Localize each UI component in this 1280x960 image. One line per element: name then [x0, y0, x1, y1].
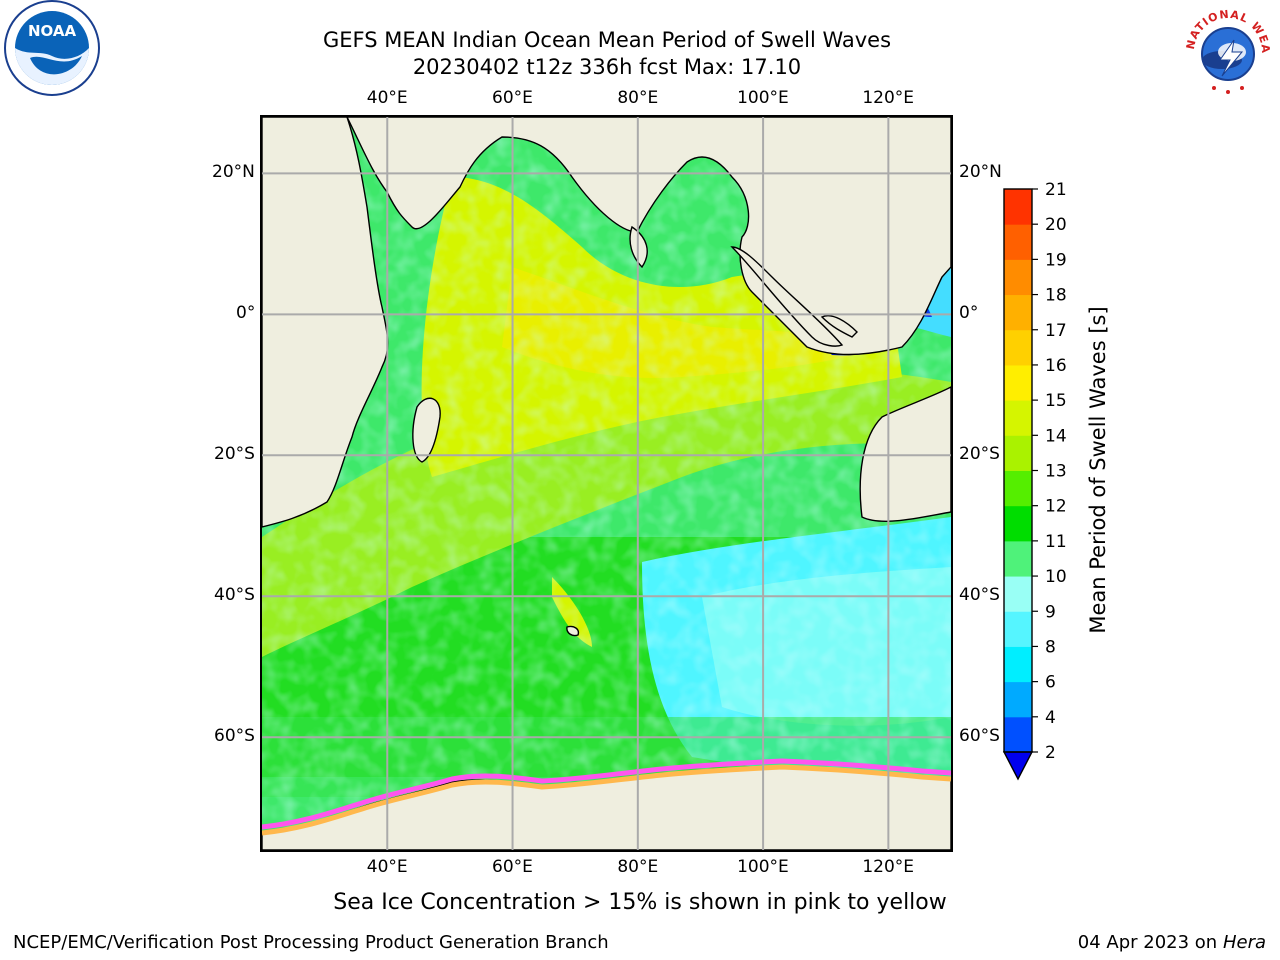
colorbar-cell-15: [1004, 189, 1032, 225]
colorbar-cell-9: [1004, 400, 1032, 436]
gridlines: [262, 117, 951, 850]
colorbar-cell-4: [1004, 576, 1032, 612]
lon-label-top-2: 80°E: [617, 88, 659, 108]
colorbar-tick-label-13: 18: [1045, 286, 1067, 306]
footer-credit: NCEP/EMC/Verification Post Processing Pr…: [13, 932, 609, 953]
colorbar-cell-12: [1004, 294, 1032, 331]
colorbar-cell-2: [1004, 646, 1032, 683]
colorbar-tick-label-10: 15: [1045, 391, 1067, 411]
colorbar-tick-label-14: 19: [1045, 250, 1067, 270]
colorbar-cell-13: [1004, 259, 1032, 296]
colorbar-tick-label-8: 13: [1045, 462, 1067, 482]
footer-date: 04 Apr 2023 on Hera: [1078, 932, 1266, 953]
colorbar-label: Mean Period of Swell Waves [s]: [1086, 306, 1110, 634]
noaa-logo: NOAA: [0, 0, 104, 100]
svg-text:NOAA: NOAA: [28, 22, 77, 40]
colorbar-cell-5: [1004, 540, 1032, 577]
chart-subtitle: 20230402 t12z 336h fcst Max: 17.10: [412, 55, 802, 79]
colorbar-tick-label-7: 12: [1045, 497, 1067, 517]
lon-label-top-4: 120°E: [862, 88, 915, 108]
lon-label-bottom-1: 60°E: [492, 857, 533, 877]
colorbar-tick-label-12: 17: [1045, 321, 1067, 341]
lon-label-bottom-4: 120°E: [862, 857, 915, 877]
lat-label-right-3: 40°S: [959, 585, 1000, 606]
lat-label-right-4: 60°S: [959, 726, 1000, 747]
lat-label-right-0: 20°N: [959, 162, 1002, 183]
lat-label-right-2: 20°S: [959, 444, 1000, 465]
colorbar-tick-label-1: 4: [1045, 708, 1056, 728]
colorbar-tick-label-15: 20: [1045, 215, 1067, 235]
colorbar-tick-label-9: 14: [1045, 426, 1067, 446]
lat-label-right-1: 0°: [959, 303, 979, 324]
colorbar-cell-3: [1004, 611, 1032, 647]
colorbar: 2 4 6 8 9 10 11 12 13 14 15 16 17 18 19 20 21: [1002, 180, 1067, 781]
colorbar-cell-0: [1004, 716, 1032, 753]
lat-label-left-1: 0°: [236, 303, 256, 324]
lon-label-top-0: 40°E: [366, 88, 408, 108]
sea-ice-band: [262, 758, 951, 836]
colorbar-ticks: 2 4 6 8 9 10 11 12 13 14 15 16 17 18 19 20 21: [1032, 180, 1067, 763]
machine-name: Hera: [1222, 932, 1266, 953]
colorbar-tick-label-11: 16: [1045, 356, 1067, 376]
map-panel: [260, 115, 953, 852]
colorbar-cell-1: [1004, 681, 1032, 718]
lon-label-top-3: 100°E: [737, 88, 789, 108]
colorbar-cell-10: [1004, 364, 1032, 401]
colorbar-cell-11: [1004, 329, 1032, 366]
colorbar-cell-6: [1004, 505, 1032, 542]
colorbar-tick-label-4: 9: [1045, 602, 1056, 622]
colorbar-tick-label-5: 10: [1045, 567, 1067, 587]
lat-label-left-2: 20°S: [214, 444, 255, 465]
lat-label-left-3: 40°S: [214, 585, 255, 606]
colorbar-tick-label-3: 8: [1045, 637, 1056, 657]
colorbar-tick-label-2: 6: [1045, 673, 1056, 693]
nws-logo: NATIONAL WEATHER SERVICE: [1171, 0, 1280, 100]
lon-label-bottom-2: 80°E: [617, 857, 659, 877]
date-text: 04 Apr 2023 on: [1077, 932, 1218, 953]
colorbar-tick-label-16: 21: [1045, 180, 1067, 200]
colorbar-under-triangle: [1002, 751, 1034, 781]
colorbar-tick-label-0: 2: [1045, 743, 1056, 763]
map-canvas: [262, 117, 951, 850]
colorbar-cell-14: [1004, 224, 1032, 260]
colorbar-cells: [1002, 188, 1034, 781]
colorbar-tick-label-6: 11: [1045, 532, 1067, 552]
lon-label-bottom-0: 40°E: [366, 857, 408, 877]
colorbar-cell-8: [1004, 435, 1032, 471]
lat-label-left-4: 60°S: [214, 726, 255, 747]
lon-label-bottom-3: 100°E: [737, 857, 789, 877]
sea-ice-note: Sea Ice Concentration > 15% is shown in …: [333, 890, 947, 915]
lat-label-left-0: 20°N: [212, 162, 255, 183]
colorbar-cell-7: [1004, 470, 1032, 507]
chart-title: GEFS MEAN Indian Ocean Mean Period of Sw…: [322, 28, 892, 52]
lon-label-top-1: 60°E: [492, 88, 533, 108]
